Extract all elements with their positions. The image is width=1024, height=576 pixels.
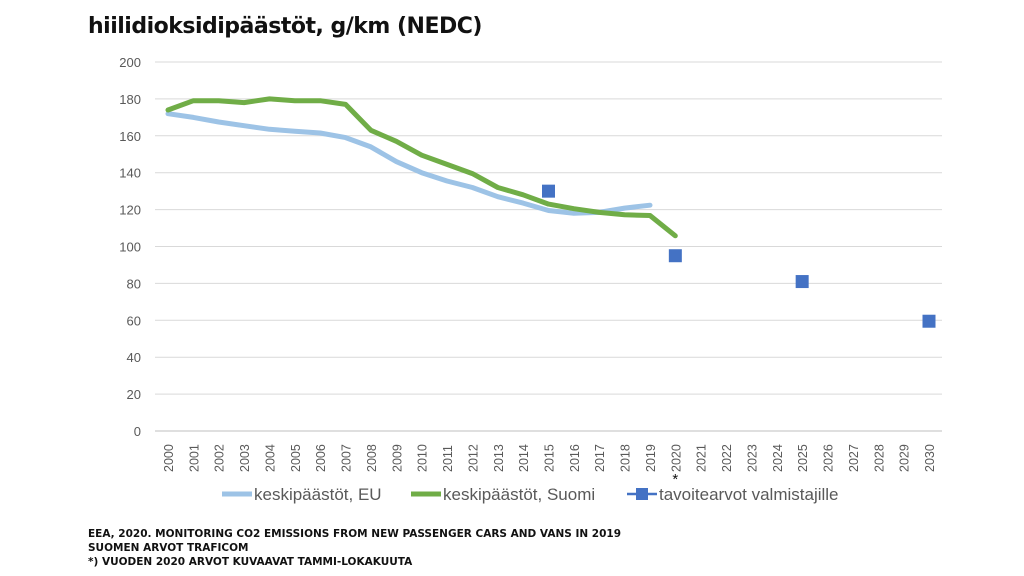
x-tick-label: 2025	[796, 444, 810, 472]
x-tick-label: 2019	[644, 444, 658, 472]
x-tick-label: 2014	[517, 444, 531, 472]
y-tick-label: 40	[127, 350, 141, 365]
legend-label: keskipäästöt, EU	[254, 485, 382, 504]
x-tick-label: 2001	[187, 444, 201, 472]
series-line-1	[165, 96, 678, 239]
source-line-2: SUOMEN ARVOT TRAFICOM	[88, 542, 249, 554]
x-tick-label: 2013	[492, 444, 506, 472]
target-marker	[922, 314, 936, 328]
target-marker	[668, 249, 682, 263]
x-tick-label: 2005	[289, 444, 303, 472]
source-line-3: *) VUODEN 2020 ARVOT KUVAAVAT TAMMI-LOKA…	[88, 556, 413, 568]
x-tick-label: 2000	[162, 444, 176, 472]
x-tick-label: 2026	[822, 444, 836, 472]
legend-marker	[636, 488, 648, 500]
annotation-asterisk: *	[672, 471, 678, 488]
source-line-1: EEA, 2020. MONITORING CO2 EMISSIONS FROM…	[88, 528, 622, 540]
y-tick-label: 140	[119, 166, 141, 181]
x-tick-label: 2002	[213, 444, 227, 472]
y-tick-label: 180	[119, 92, 141, 107]
target-marker	[795, 275, 809, 289]
y-tick-label: 60	[127, 313, 141, 328]
x-tick-label: 2028	[872, 444, 886, 472]
x-tick-label: 2020	[669, 444, 683, 472]
x-tick-label: 2010	[416, 444, 430, 472]
x-tick-label: 2012	[466, 444, 480, 472]
x-tick-label: 2008	[365, 444, 379, 472]
x-tick-label: 2011	[441, 445, 455, 472]
x-tick-label: 2021	[695, 444, 709, 472]
y-tick-label: 100	[119, 240, 141, 255]
x-tick-label: 2018	[619, 444, 633, 472]
x-tick-label: 2027	[847, 444, 861, 472]
x-tick-label: 2004	[263, 444, 277, 472]
legend-label: tavoitearvot valmistajille	[659, 485, 839, 504]
x-tick-label: 2006	[314, 444, 328, 472]
chart-title: hiilidioksidipäästöt, g/km (NEDC)	[88, 14, 482, 39]
y-tick-label: 0	[134, 424, 141, 439]
x-tick-label: 2017	[593, 444, 607, 472]
series-line-0	[165, 111, 653, 216]
y-tick-label: 20	[127, 387, 141, 402]
y-tick-label: 80	[127, 276, 141, 291]
y-tick-label: 200	[119, 55, 141, 70]
target-marker	[542, 184, 555, 198]
x-tick-label: 2009	[390, 444, 404, 472]
legend-label: keskipäästöt, Suomi	[443, 485, 595, 504]
x-tick-label: 2003	[238, 444, 252, 472]
x-tick-label: 2015	[543, 444, 557, 472]
x-tick-label: 2023	[745, 444, 759, 472]
x-tick-label: 2022	[720, 444, 734, 472]
x-tick-label: 2029	[898, 444, 912, 472]
x-tick-label: 2024	[771, 444, 785, 472]
x-tick-label: 2007	[340, 444, 354, 472]
y-tick-label: 120	[119, 203, 141, 218]
x-tick-label: 2016	[568, 444, 582, 472]
y-tick-label: 160	[119, 129, 141, 144]
x-tick-label: 2030	[923, 444, 937, 472]
